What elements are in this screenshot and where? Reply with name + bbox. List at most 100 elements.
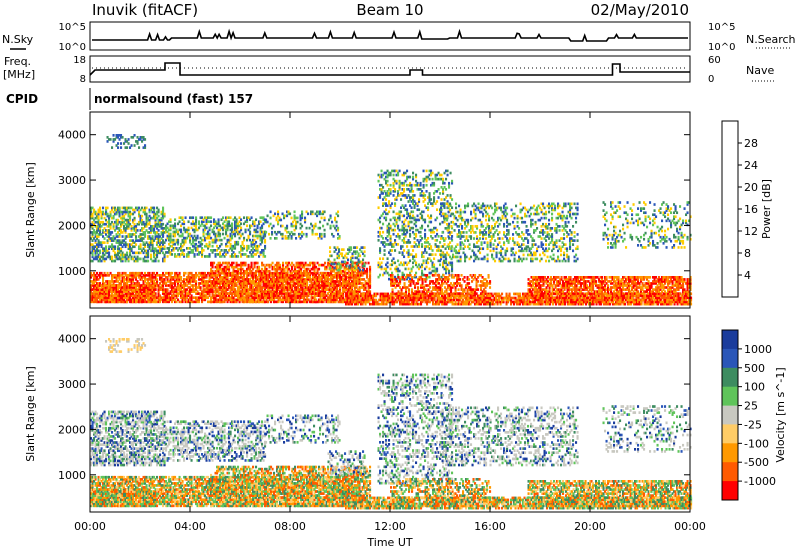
data-cell	[132, 296, 135, 300]
data-cell	[166, 296, 169, 300]
data-cell	[147, 274, 150, 277]
data-cell	[202, 292, 205, 295]
data-cell	[249, 267, 252, 271]
data-cell	[286, 278, 289, 281]
data-cell	[213, 294, 216, 298]
data-cell	[163, 278, 166, 281]
data-cell	[262, 269, 265, 273]
data-cell	[367, 290, 370, 293]
data-cell	[208, 278, 211, 281]
data-cell	[168, 296, 171, 300]
data-cell	[151, 290, 154, 293]
data-cell	[190, 294, 193, 298]
data-cell	[250, 290, 253, 293]
data-cell	[252, 220, 255, 224]
data-cell	[309, 261, 312, 265]
data-cell	[273, 284, 276, 287]
station-title: Inuvik (fitACF)	[92, 1, 198, 19]
data-cell	[342, 286, 345, 289]
data-cell	[237, 271, 240, 275]
data-cell	[162, 290, 165, 293]
data-cell	[250, 300, 253, 304]
data-cell	[342, 263, 345, 267]
data-cell	[364, 288, 367, 291]
data-cell	[231, 236, 234, 240]
data-cell	[132, 257, 135, 261]
data-cell	[207, 244, 210, 248]
data-cell	[156, 225, 159, 228]
data-cell	[279, 267, 282, 271]
data-cell	[111, 280, 114, 283]
data-cell	[165, 292, 168, 295]
data-cell	[342, 298, 345, 302]
data-cell	[244, 228, 247, 232]
data-cell	[160, 237, 163, 240]
data-cell	[102, 220, 105, 224]
data-cell	[105, 286, 108, 289]
data-cell	[367, 282, 370, 285]
data-cell	[201, 292, 204, 295]
data-cell	[129, 300, 132, 304]
data-cell	[208, 228, 211, 232]
data-cell	[208, 226, 211, 230]
data-cell	[153, 206, 156, 210]
data-cell	[168, 247, 171, 250]
data-cell	[144, 243, 147, 246]
data-cell	[102, 231, 105, 234]
data-cell	[256, 278, 259, 281]
data-cell	[129, 294, 132, 298]
data-cell	[288, 261, 291, 265]
data-cell	[222, 267, 225, 271]
data-cell	[186, 276, 189, 279]
data-cell	[94, 294, 97, 298]
data-cell	[270, 274, 273, 277]
data-cell	[238, 220, 241, 224]
data-cell	[153, 292, 156, 295]
data-cell	[162, 239, 165, 242]
data-cell	[180, 253, 183, 256]
data-cell	[148, 284, 151, 287]
data-cell	[174, 226, 177, 230]
freq-strip-frame	[89, 55, 691, 83]
data-cell	[276, 292, 279, 295]
data-cell	[154, 235, 157, 238]
data-cell	[219, 294, 222, 298]
data-cell	[253, 238, 256, 242]
data-cell	[99, 231, 102, 234]
data-cell	[180, 290, 183, 293]
data-cell	[237, 263, 240, 267]
data-cell	[244, 300, 247, 304]
data-cell	[99, 243, 102, 246]
data-cell	[136, 294, 139, 298]
data-cell	[354, 278, 357, 281]
data-cell	[177, 242, 180, 246]
data-cell	[352, 284, 355, 287]
data-cell	[120, 247, 123, 251]
data-cell	[300, 267, 303, 271]
data-cell	[133, 222, 136, 226]
data-cell	[217, 292, 220, 295]
data-cell	[243, 261, 246, 265]
data-cell	[247, 244, 250, 248]
data-cell	[247, 292, 250, 295]
data-cell	[288, 292, 291, 295]
data-cell	[138, 206, 141, 210]
data-cell	[369, 294, 372, 298]
data-cell	[97, 218, 100, 222]
data-cell	[187, 271, 190, 275]
data-cell	[109, 212, 112, 216]
data-cell	[327, 282, 330, 285]
data-cell	[234, 292, 237, 295]
data-cell	[352, 282, 355, 285]
data-cell	[99, 271, 102, 275]
data-cell	[334, 288, 337, 291]
data-cell	[109, 282, 112, 285]
data-cell	[367, 280, 370, 283]
data-cell	[300, 280, 303, 283]
data-cell	[361, 292, 364, 295]
data-cell	[339, 284, 342, 287]
data-cell	[267, 263, 270, 267]
data-cell	[289, 286, 292, 289]
data-cell	[232, 300, 235, 304]
data-cell	[132, 278, 135, 281]
